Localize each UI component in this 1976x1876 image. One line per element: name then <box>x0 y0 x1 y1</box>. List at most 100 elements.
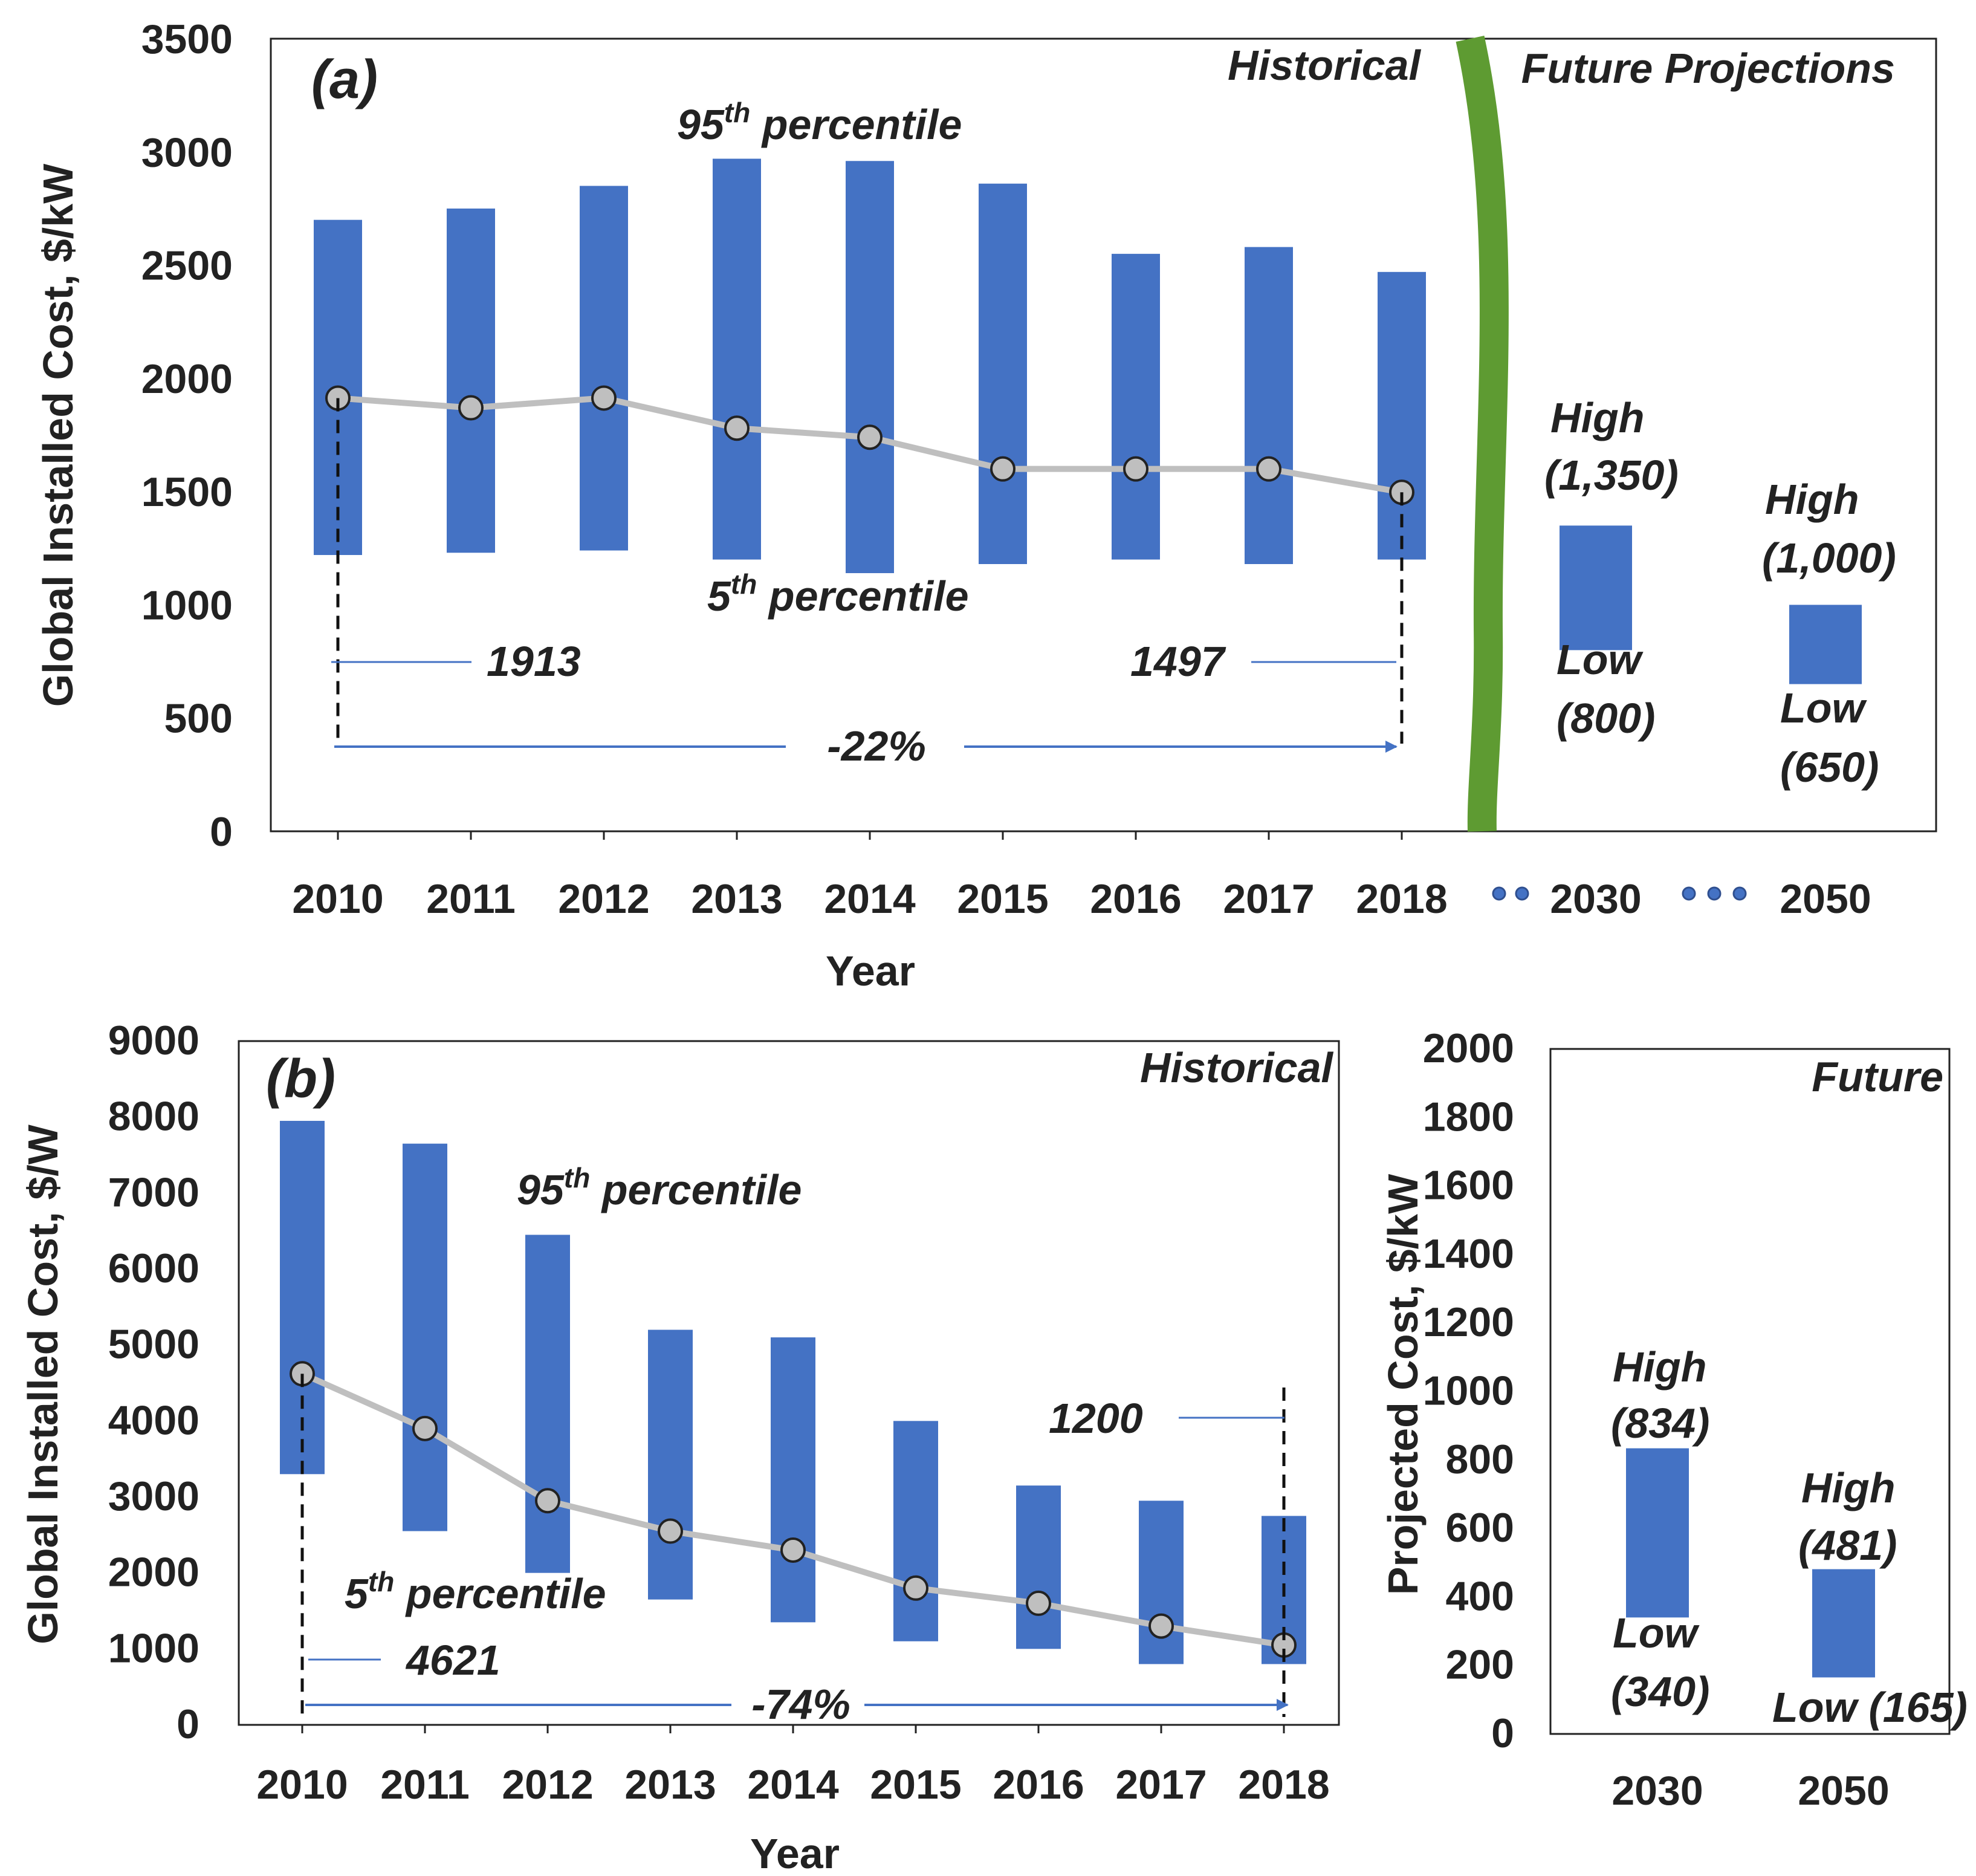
panel-b-xtick: 2018 <box>1238 1762 1329 1808</box>
panel-a-ylabel: Global Installed Cost, $/kW <box>34 164 82 707</box>
panel-b-future-high-value: (834) <box>1611 1400 1709 1447</box>
panel-b-future-label: Future <box>1812 1053 1943 1100</box>
panel-a-xtick: 2011 <box>426 876 516 922</box>
panel-a-ytick: 3000 <box>141 129 233 175</box>
panel-b-bar-2016 <box>1016 1485 1061 1649</box>
panel-a-bar-2018 <box>1378 271 1426 560</box>
panel-a-average-point-2016 <box>1123 456 1148 482</box>
panel-b-bar-2010 <box>280 1120 325 1475</box>
panel-b-ytick: 3000 <box>108 1473 199 1519</box>
panel-b-ylabel: Global Installed Cost, $/W <box>19 1125 66 1644</box>
panel-b-historical-label: Historical <box>1140 1044 1334 1091</box>
panel-a-future-xtick: 2030 <box>1550 876 1641 922</box>
panel-a-bar-2012 <box>580 186 628 551</box>
panel-b-future-low-label: Low (165) <box>1772 1684 1968 1731</box>
panel-b-xtick: 2015 <box>870 1762 961 1808</box>
panel-b-bar-2014 <box>771 1337 815 1623</box>
panel-b-label: (b) <box>266 1049 335 1109</box>
panel-b-future-high-value: (481) <box>1798 1522 1897 1569</box>
panel-b-p95-label: 95th percentile <box>517 1162 802 1213</box>
panel-b-bar-2011 <box>403 1143 447 1531</box>
panel-a-historical-label: Historical <box>1228 42 1422 89</box>
panel-b-ytick: 9000 <box>108 1018 199 1063</box>
panel-b-future-ylabel: Projected Cost, $/kW <box>1379 1174 1427 1595</box>
panel-a-projection-bar-2030 <box>1560 525 1632 651</box>
panel-a-future-label: Future Projections <box>1521 45 1895 92</box>
panel-a-proj-high-value: (1,350) <box>1544 452 1679 499</box>
panel-b-xtick: 2014 <box>747 1762 838 1808</box>
panel-a-ellipsis-dot <box>1682 886 1696 901</box>
panel-b-ytick: 2000 <box>108 1550 199 1595</box>
panel-a-bar-2011 <box>447 208 495 553</box>
panel-b-xtick: 2017 <box>1115 1762 1207 1808</box>
panel-a-xlabel: Year <box>826 947 915 995</box>
panel-b-average-point-2017 <box>1148 1613 1174 1639</box>
panel-a-change-value: -22% <box>827 722 925 770</box>
panel-a-p95-label: 95th percentile <box>677 97 962 148</box>
panel-a-p5-label: 5th percentile <box>707 568 969 620</box>
panel-a-frame <box>270 37 1937 833</box>
panel-b-change-value: -74% <box>751 1681 850 1728</box>
panel-a-xtick: 2013 <box>691 876 782 922</box>
panel-a-proj-low-label: Low <box>1780 684 1868 732</box>
panel-b-average-point-2015 <box>903 1575 928 1601</box>
panel-b-ytick: 5000 <box>108 1322 199 1368</box>
panel-b-future-low-label: Low <box>1613 1609 1700 1657</box>
panel-b-xtick: 2013 <box>624 1762 716 1808</box>
panel-a-xtick: 2018 <box>1356 876 1447 922</box>
panel-a-projection-bar-2050 <box>1789 605 1862 684</box>
panel-a-ellipsis-dot <box>1515 886 1529 901</box>
panel-a-proj-low-label: Low <box>1557 636 1644 683</box>
panel-b-future-bar-2050 <box>1812 1569 1875 1678</box>
panel-a-bar-2013 <box>713 158 761 560</box>
panel-b-bar-2013 <box>648 1329 693 1600</box>
panel-a-ytick: 2500 <box>141 243 233 289</box>
panel-a-divider <box>1456 35 1509 832</box>
panel-a-bar-2014 <box>846 161 894 573</box>
panel-b-ytick: 7000 <box>108 1169 199 1215</box>
panel-a-bar-2015 <box>979 183 1027 565</box>
panel-b-ytick: 4000 <box>108 1397 199 1443</box>
panel-b-future-xtick: 2030 <box>1612 1768 1703 1814</box>
panel-b-end-value: 1200 <box>1049 1395 1143 1442</box>
panel-a-ytick: 3500 <box>141 16 233 62</box>
panel-a-proj-low-value: (650) <box>1780 744 1879 791</box>
panel-b-xtick: 2010 <box>256 1762 348 1808</box>
panel-b-start-value: 4621 <box>405 1637 500 1684</box>
panel-b-future-high-label: High <box>1801 1464 1896 1511</box>
panel-b-future-ytick: 2000 <box>1423 1025 1514 1071</box>
panel-a-proj-low-value: (800) <box>1557 695 1655 742</box>
panel-a-end-value: 1497 <box>1130 638 1226 685</box>
panel-b-bar-2017 <box>1139 1501 1184 1664</box>
panel-b-ytick: 1000 <box>108 1625 199 1671</box>
panel-a-ytick: 2000 <box>141 356 233 402</box>
panel-a-bar-2017 <box>1245 247 1293 565</box>
panel-b-future-ytick: 1600 <box>1423 1163 1514 1209</box>
panel-a-label: (a) <box>311 50 378 110</box>
panel-a-average-point-2017 <box>1256 456 1281 482</box>
panel-b-ytick: 6000 <box>108 1245 199 1291</box>
panel-b-future-xtick: 2050 <box>1798 1768 1889 1814</box>
panel-b-future-ytick: 800 <box>1446 1436 1514 1482</box>
panel-a-ellipsis-dot <box>1707 886 1722 901</box>
panel-b-future-ytick: 1000 <box>1423 1368 1514 1414</box>
panel-b-average-point-2014 <box>780 1537 806 1563</box>
panel-b-future-ytick: 1200 <box>1423 1299 1514 1345</box>
panel-b-future-bar-2030 <box>1626 1448 1689 1618</box>
panel-a-proj-high-value: (1,000) <box>1762 534 1896 582</box>
panel-b-average-point-2013 <box>658 1518 683 1544</box>
panel-b-ytick: 8000 <box>108 1094 199 1140</box>
panel-b-future-low-value: (340) <box>1611 1668 1709 1715</box>
panel-b-future-ytick: 200 <box>1446 1642 1514 1688</box>
panel-b-p5-label: 5th percentile <box>345 1566 606 1617</box>
panel-b-bar-2012 <box>525 1235 570 1573</box>
panel-b-ytick: 0 <box>177 1701 199 1747</box>
panel-a-ytick: 0 <box>210 809 233 855</box>
panel-a-average-point-2015 <box>990 456 1016 482</box>
panel-b-future-ytick: 0 <box>1491 1710 1514 1756</box>
panel-a-proj-high-label: High <box>1765 476 1859 523</box>
panel-a-average-point-2013 <box>724 415 750 441</box>
panel-a-ellipsis-dot <box>1492 886 1506 901</box>
panel-a-xtick: 2012 <box>558 876 649 922</box>
panel-b-future-ytick: 400 <box>1446 1573 1514 1619</box>
